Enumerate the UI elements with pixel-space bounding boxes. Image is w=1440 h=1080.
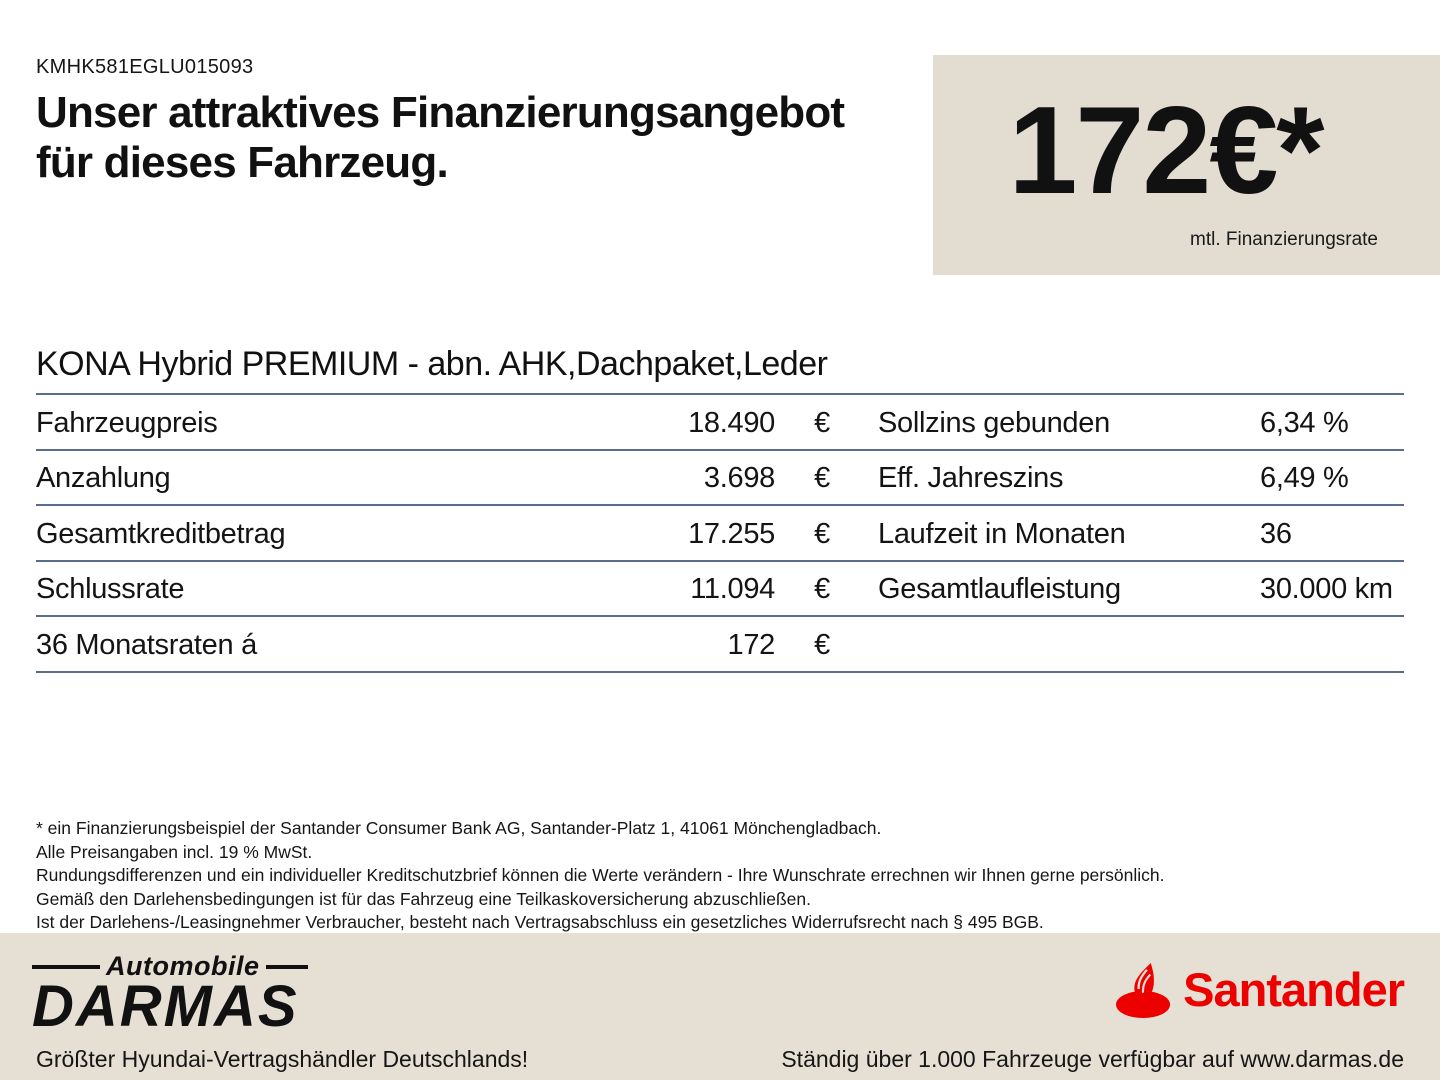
disclaimer-line: Alle Preisangaben incl. 19 % MwSt. [36,841,313,862]
disclaimer-line: * ein Finanzierungsbeispiel der Santande… [36,818,882,838]
row-unit: € [814,573,830,605]
table-row: Gesamtkreditbetrag 17.255 € Laufzeit in … [36,506,1404,562]
footer: Automobile DARMAS Größter Hyundai-Vertra… [0,933,1440,1080]
row-unit: € [814,462,830,494]
inventory-tagline: Ständig über 1.000 Fahrzeuge verfügbar a… [781,1046,1404,1072]
row-label: Gesamtlaufleistung [878,573,1121,605]
row-unit: € [814,406,830,439]
logo-rule-right [265,964,308,969]
row-label: Sollzins gebunden [878,406,1110,439]
row-value: 36 [1260,517,1292,550]
disclaimer-line: Gemäß den Darlehensbedingungen ist für d… [36,888,811,909]
row-value: 30.000 km [1260,573,1393,605]
row-label: Eff. Jahreszins [878,462,1064,494]
monthly-rate-caption: mtl. Finanzierungsrate [1190,228,1378,250]
darmas-dealer-logo: Automobile DARMAS [32,951,308,1036]
row-label: Fahrzeugpreis [36,406,218,439]
vehicle-vin: KMHK581EGLU015093 [36,56,254,78]
table-row: Anzahlung 3.698 € Eff. Jahreszins 6,49 % [36,451,1404,506]
monthly-rate-amount: 172€* [1008,82,1324,220]
row-label: 36 Monatsraten á [36,628,257,661]
row-value: 11.094 [690,573,775,605]
financing-table: Fahrzeugpreis 18.490 € Sollzins gebunden… [36,395,1404,673]
santander-logo-wordmark: Santander [1183,962,1405,1016]
row-value: 6,34 % [1260,406,1349,439]
monthly-rate-box: 172€* mtl. Finanzierungsrate [933,55,1440,275]
santander-bank-logo: Santander [1115,962,1405,1019]
row-unit: € [814,517,830,550]
row-unit: € [814,628,830,661]
darmas-logo-name: DARMAS [32,974,299,1039]
row-label: Gesamtkreditbetrag [36,517,286,550]
row-value: 18.490 [688,406,775,439]
row-value: 172 [727,628,776,661]
row-label: Anzahlung [36,462,171,494]
row-value: 6,49 % [1260,462,1349,494]
darmas-logo-word: Automobile [106,951,260,981]
darmas-logo-top: Automobile [32,951,308,982]
table-row: Schlussrate 11.094 € Gesamtlaufleistung … [36,562,1404,617]
legal-disclaimer: * ein Finanzierungsbeispiel der Santande… [36,817,1406,935]
table-row: 36 Monatsraten á 172 € [36,617,1404,673]
table-row: Fahrzeugpreis 18.490 € Sollzins gebunden… [36,395,1404,451]
santander-flame-icon [1115,963,1173,1019]
dealer-tagline: Größter Hyundai-Vertragshändler Deutschl… [36,1046,529,1072]
vehicle-model-title: KONA Hybrid PREMIUM - abn. AHK,Dachpaket… [36,345,1404,395]
row-label: Laufzeit in Monaten [878,517,1126,550]
disclaimer-line: Ist der Darlehens-/Leasingnehmer Verbrau… [36,912,1044,932]
page-title: Unser attraktives Finanzierungsangebot f… [36,88,845,187]
row-label: Schlussrate [36,573,185,605]
disclaimer-line: Rundungsdifferenzen und ein individuelle… [36,865,1165,885]
row-value: 17.255 [688,517,775,550]
logo-rule-left [32,964,100,969]
row-value: 3.698 [703,462,775,494]
